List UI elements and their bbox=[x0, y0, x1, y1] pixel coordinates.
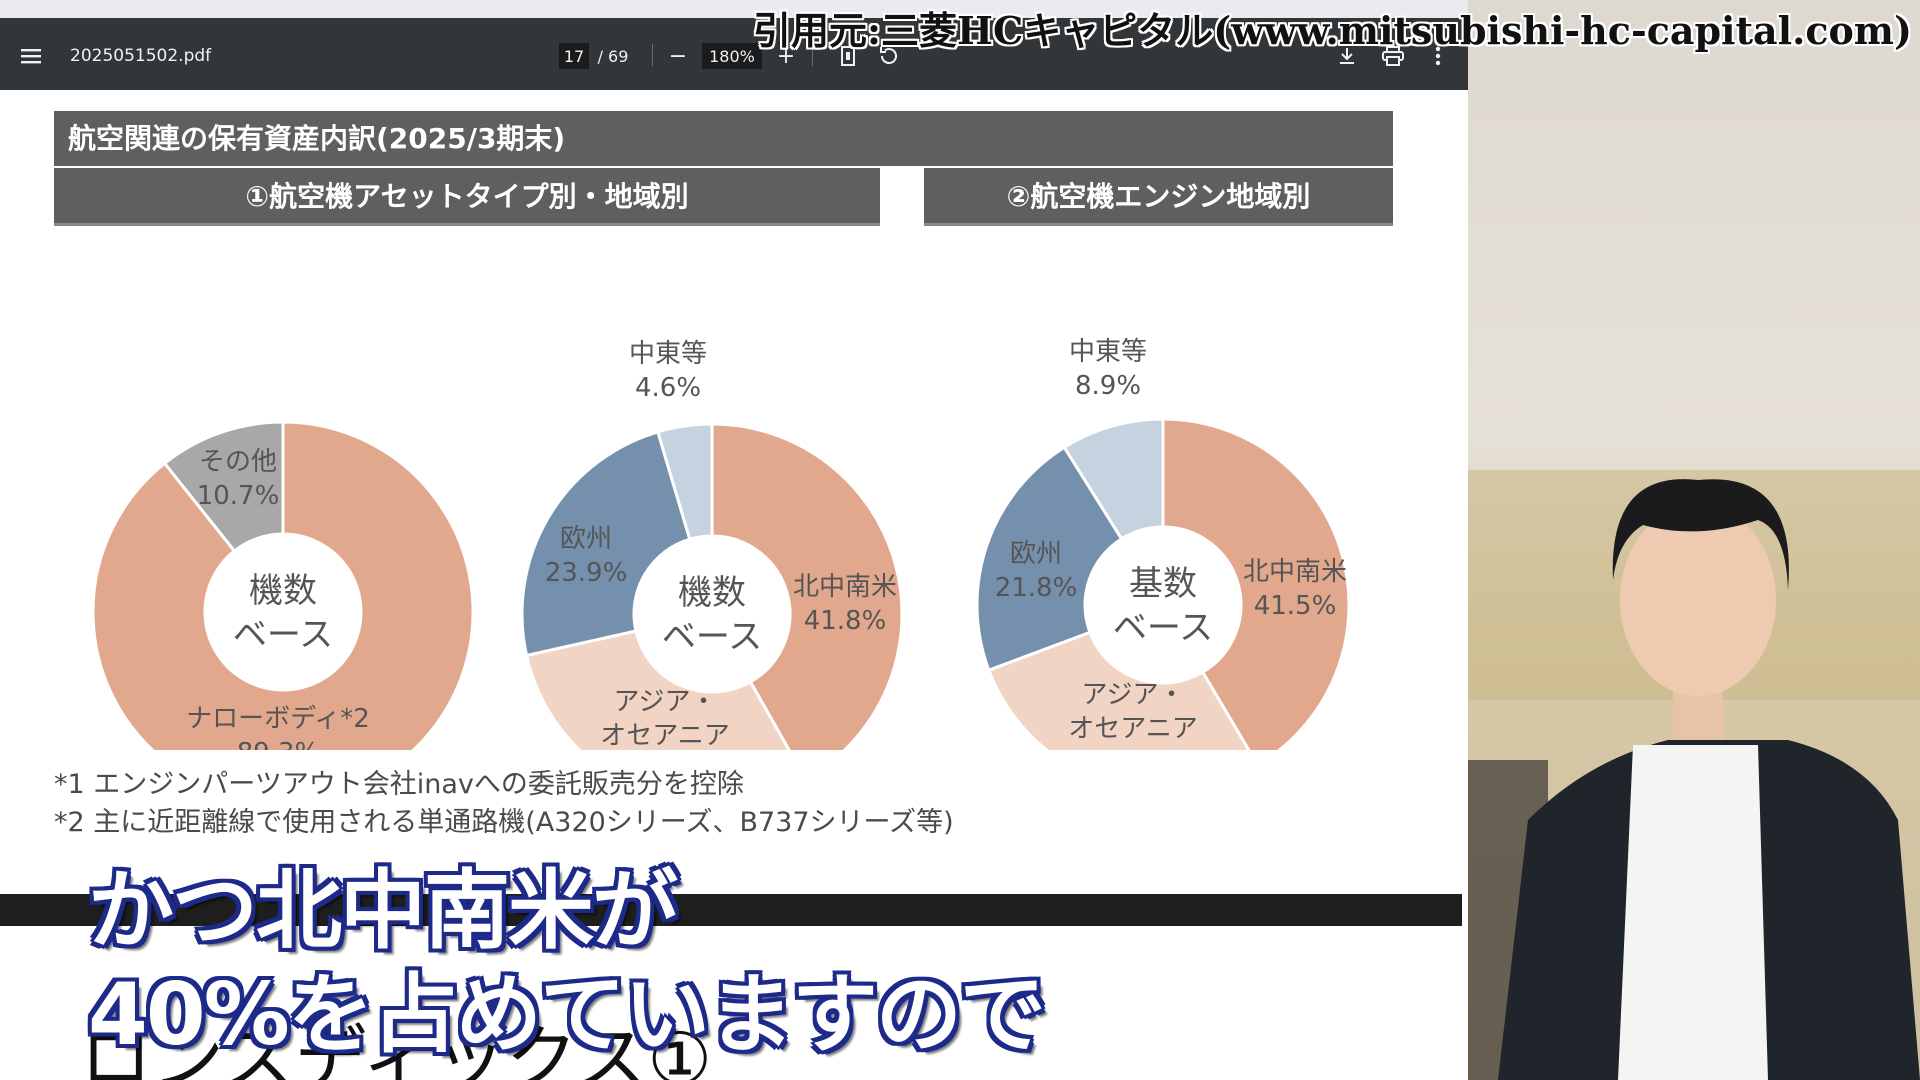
donut-charts: ナローボディ*289.3%その他10.7%機数ベース北中南米41.8%アジア・オ… bbox=[91, 337, 1351, 750]
slice-category-label: アジア・ bbox=[1082, 680, 1185, 710]
slice-value-label: 41.8% bbox=[804, 606, 887, 636]
next-slide-title: ロンスディックス① bbox=[80, 1017, 712, 1080]
slice-value-label: 23.9% bbox=[545, 558, 628, 588]
rotate-icon[interactable] bbox=[874, 42, 904, 70]
more-vert-icon[interactable] bbox=[1426, 42, 1450, 70]
slice-value-label: 4.6% bbox=[635, 373, 701, 403]
file-name: 2025051502.pdf bbox=[70, 46, 212, 66]
donut-center-label: ベース bbox=[1113, 608, 1213, 648]
slice-category-label: その他 bbox=[199, 447, 277, 477]
subtitle-line-2: 40%を占めていますので bbox=[88, 965, 1046, 1065]
download-icon[interactable] bbox=[1332, 42, 1362, 70]
slice-category-label: 北中南米 bbox=[1243, 557, 1347, 587]
donut-slice bbox=[975, 445, 1124, 673]
subtitle-line-1: かつ北中南米が bbox=[88, 861, 678, 961]
donut-slice bbox=[1062, 417, 1165, 541]
slice-category-label: 欧州 bbox=[1010, 539, 1062, 569]
donut-center-label: 機数 bbox=[249, 571, 317, 611]
slice-category-label: アジア・ bbox=[614, 687, 717, 717]
slice-category-label: 中東等 bbox=[629, 339, 707, 369]
slice-value-label: 8.9% bbox=[1075, 371, 1141, 401]
donut-slice bbox=[524, 629, 791, 750]
footnote-1: *1 エンジンパーツアウト会社inavへの委託販売分を控除 bbox=[54, 769, 744, 800]
presenter-figure bbox=[1468, 470, 1920, 1080]
slice-category-label: 北中南米 bbox=[793, 572, 897, 602]
toolbar-divider bbox=[652, 44, 653, 66]
page-gap-band bbox=[0, 894, 1462, 926]
slide-title: 航空関連の保有資産内訳(2025/3期末) bbox=[54, 111, 1393, 166]
slice-category-label: 欧州 bbox=[560, 524, 612, 554]
donut-center-label: ベース bbox=[233, 615, 333, 655]
pdf-toolbar: 2025051502.pdf 17 / 69 − 180% + bbox=[0, 18, 1468, 90]
toolbar-divider bbox=[812, 44, 813, 66]
donut-slice bbox=[655, 422, 714, 542]
slice-value-label: 21.8% bbox=[995, 573, 1078, 603]
fit-page-icon[interactable] bbox=[834, 42, 862, 70]
donut-center-label: ベース bbox=[662, 617, 762, 657]
donut-slice bbox=[91, 420, 475, 750]
donut-slice bbox=[162, 420, 285, 554]
donut-slice bbox=[1161, 417, 1351, 750]
slice-category-label: オセアニア bbox=[1068, 714, 1197, 744]
pdf-page: 航空関連の保有資産内訳(2025/3期末) ①航空機アセットタイプ別・地域別 ②… bbox=[0, 90, 1468, 890]
donut-center-label: 機数 bbox=[678, 573, 746, 613]
pdf-viewer: 2025051502.pdf 17 / 69 − 180% + 航空関連の保有資… bbox=[0, 0, 1468, 1080]
slice-value-label: 89.3% bbox=[237, 738, 320, 750]
section-header-asset-type: ①航空機アセットタイプ別・地域別 bbox=[54, 168, 880, 226]
browser-top-strip bbox=[0, 0, 1468, 18]
donut-center-label: 基数 bbox=[1129, 564, 1197, 604]
donut-slice bbox=[986, 630, 1251, 750]
footnote-2: *2 主に近距離線で使用される単通路機(A320シリーズ、B737シリーズ等) bbox=[54, 807, 954, 838]
slice-category-label: オセアニア bbox=[600, 721, 729, 750]
page-total: / 69 bbox=[597, 46, 629, 66]
print-icon[interactable] bbox=[1378, 42, 1408, 70]
hamburger-menu-icon[interactable] bbox=[16, 42, 46, 70]
slice-category-label: ナローボディ*2 bbox=[186, 704, 370, 734]
donut-slice bbox=[520, 430, 692, 658]
slice-value-label: 41.5% bbox=[1254, 591, 1337, 621]
zoom-in-button[interactable]: + bbox=[776, 43, 796, 69]
page-number-input[interactable]: 17 bbox=[559, 43, 589, 69]
slice-category-label: 中東等 bbox=[1069, 337, 1147, 367]
presenter-video bbox=[1468, 0, 1920, 1080]
zoom-out-button[interactable]: − bbox=[668, 43, 688, 69]
source-credit: 引用元:三菱HCキャピタル(www.mitsubishi-hc-capital.… bbox=[753, 8, 1912, 53]
donut-slice bbox=[710, 422, 904, 750]
slice-value-label: 27.8% bbox=[1092, 748, 1175, 750]
section-header-engine-region: ②航空機エンジン地域別 bbox=[924, 168, 1393, 226]
zoom-input[interactable]: 180% bbox=[702, 43, 762, 69]
slice-value-label: 10.7% bbox=[197, 481, 280, 511]
